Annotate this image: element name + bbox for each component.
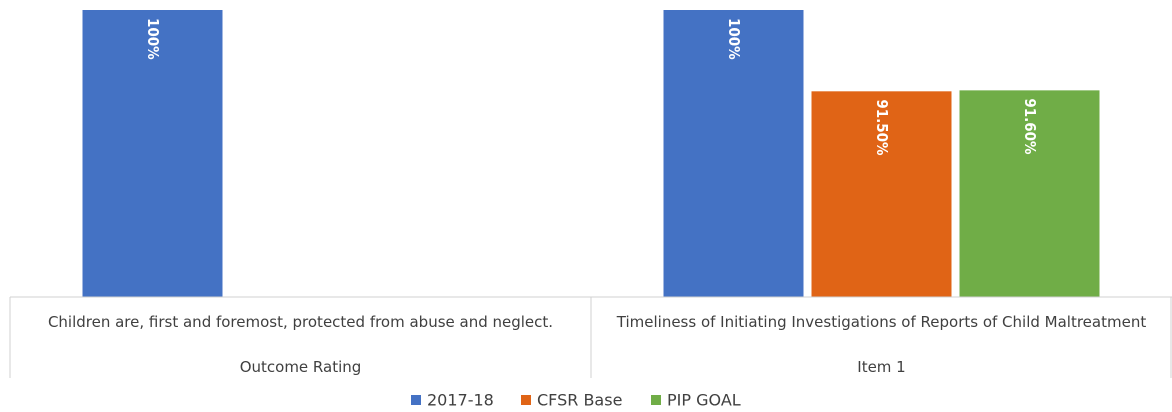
legend-swatch — [651, 395, 661, 405]
bar — [811, 91, 952, 297]
x-group-label: Item 1 — [857, 358, 906, 376]
legend-label: PIP GOAL — [667, 391, 741, 410]
data-label: 91.50% — [873, 99, 891, 156]
x-group-label: Outcome Rating — [239, 358, 362, 376]
data-label: 91.60% — [1021, 98, 1039, 155]
x-tick-label: Children are, first and foremost, protec… — [47, 313, 554, 331]
legend-swatch — [521, 395, 531, 405]
bar — [959, 90, 1100, 297]
legend-label: 2017-18 — [427, 391, 494, 410]
bar — [82, 10, 223, 297]
x-tick-label: Timeliness of Initiating Investigations … — [616, 313, 1147, 331]
data-label: 100% — [725, 18, 743, 60]
bar — [663, 10, 804, 297]
legend-swatch — [411, 395, 421, 405]
legend-label: CFSR Base — [537, 391, 622, 410]
data-label: 100% — [144, 18, 162, 60]
